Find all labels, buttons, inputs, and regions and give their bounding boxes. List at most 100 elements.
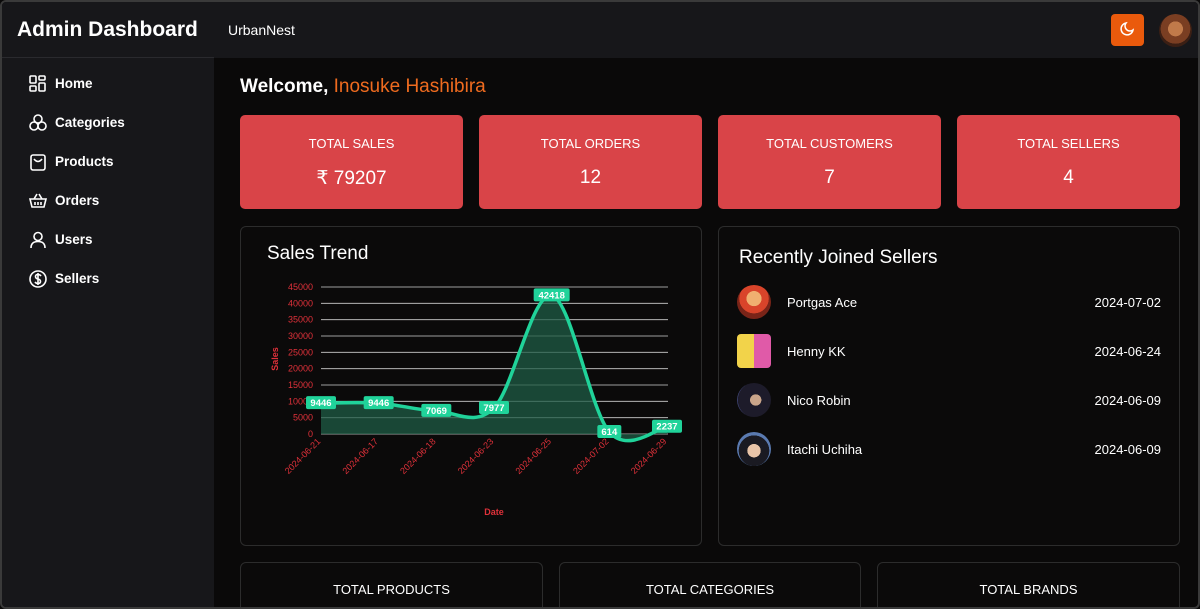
sales-area-fill — [321, 295, 667, 441]
sidebar-item-products[interactable]: Products — [2, 142, 214, 181]
y-tick-label: 15000 — [288, 380, 313, 390]
data-label: 7069 — [426, 406, 447, 417]
user-icon — [28, 230, 48, 250]
x-tick-label: 2024-06-29 — [629, 436, 669, 476]
seller-join-date: 2024-07-02 — [1094, 294, 1162, 310]
stat-title: TOTAL CUSTOMERS — [766, 136, 893, 151]
stat-title: TOTAL SALES — [308, 136, 395, 151]
stat-value: 12 — [579, 167, 602, 188]
data-label: 42418 — [538, 290, 564, 301]
home-grid-icon — [28, 74, 48, 94]
seller-row[interactable]: Portgas Ace 2024-07-02 — [737, 284, 1161, 320]
data-label-box — [363, 396, 394, 410]
top-bar: UrbanNest — [214, 2, 1198, 58]
sales-trend-chart: 0 5000 10000 15000 20000 25000 30000 35000 40000… — [270, 282, 682, 517]
sidebar-item-users[interactable]: Users — [2, 220, 214, 259]
welcome-user-name: Inosuke Hashibira — [333, 76, 486, 97]
sidebar-item-orders[interactable]: Orders — [2, 181, 214, 220]
data-label-box — [533, 288, 570, 302]
sidebar-item-label: Products — [55, 154, 114, 169]
sales-trend-title: Sales Trend — [267, 243, 369, 264]
seller-join-date: 2024-06-09 — [1094, 441, 1162, 457]
moon-icon — [1119, 20, 1136, 41]
seller-row[interactable]: Henny KK 2024-06-24 — [737, 333, 1161, 369]
y-tick-label: 30000 — [288, 331, 313, 341]
dollar-circle-icon — [28, 269, 48, 289]
stat-value: 7 — [824, 167, 835, 188]
data-label: 9446 — [368, 398, 389, 409]
y-tick-label: 35000 — [288, 315, 313, 325]
y-tick-label: 20000 — [288, 364, 313, 374]
store-name: UrbanNest — [228, 22, 295, 38]
stat-title: TOTAL CATEGORIES — [645, 582, 775, 597]
shopping-bag-icon — [28, 152, 48, 172]
y-tick-label: 45000 — [288, 282, 313, 292]
seller-avatar — [737, 432, 771, 466]
data-label-box — [421, 403, 452, 417]
seller-name: Portgas Ace — [787, 294, 858, 310]
theme-toggle-button[interactable] — [1111, 14, 1144, 46]
seller-avatar — [737, 285, 771, 319]
sidebar-item-label: Categories — [55, 115, 125, 130]
data-label-box — [306, 396, 336, 410]
seller-avatar — [737, 383, 771, 417]
data-label-box — [597, 424, 622, 438]
seller-join-date: 2024-06-24 — [1094, 343, 1162, 359]
y-tick-label: 5000 — [293, 413, 313, 423]
stat-card-total-customers: TOTAL CUSTOMERS 7 — [718, 115, 941, 209]
y-axis-title: Sales — [270, 347, 280, 371]
seller-row[interactable]: Itachi Uchiha 2024-06-09 — [737, 431, 1161, 467]
sidebar-item-sellers[interactable]: Sellers — [2, 259, 214, 298]
sidebar: Admin Dashboard Home Categories Products — [2, 2, 214, 607]
stat-title: TOTAL BRANDS — [979, 582, 1078, 597]
y-tick-label: 10000 — [288, 396, 313, 406]
y-tick-label: 0 — [308, 429, 313, 439]
x-tick-label: 2024-06-17 — [340, 436, 380, 476]
seller-join-date: 2024-06-09 — [1094, 392, 1162, 408]
seller-avatar — [737, 334, 771, 368]
stat-title: TOTAL ORDERS — [540, 136, 641, 151]
seller-row[interactable]: Nico Robin 2024-06-09 — [737, 382, 1161, 418]
x-tick-label: 2024-06-21 — [283, 436, 323, 476]
welcome-heading: Welcome, Inosuke Hashibira — [240, 76, 486, 98]
stat-value: ₹ 79207 — [316, 168, 387, 189]
data-label: 9446 — [310, 398, 331, 409]
y-tick-label: 40000 — [288, 298, 313, 308]
sidebar-item-categories[interactable]: Categories — [2, 103, 214, 142]
sidebar-item-label: Users — [55, 232, 93, 247]
sidebar-nav: Home Categories Products Orders — [2, 64, 214, 298]
y-tick-label: 25000 — [288, 347, 313, 357]
sidebar-item-label: Home — [55, 76, 93, 91]
seller-name: Nico Robin — [787, 392, 851, 408]
stat-card-total-orders: TOTAL ORDERS 12 — [479, 115, 702, 209]
recent-sellers-panel: Recently Joined Sellers Portgas Ace 2024… — [718, 226, 1180, 546]
profile-avatar[interactable] — [1159, 14, 1192, 47]
data-label-box — [479, 400, 509, 414]
x-tick-label: 2024-06-25 — [513, 436, 553, 476]
x-tick-label: 2024-06-23 — [456, 436, 496, 476]
stat-card-total-brands: TOTAL BRANDS — [877, 562, 1180, 607]
data-label: 2237 — [656, 422, 677, 433]
welcome-prefix: Welcome, — [240, 76, 334, 97]
basket-icon — [28, 191, 48, 211]
x-tick-label: 2024-07-02 — [571, 436, 611, 476]
data-label: 614 — [601, 427, 618, 438]
data-label: 7977 — [483, 403, 504, 414]
stat-title: TOTAL SELLERS — [1017, 136, 1120, 151]
x-axis-title: Date — [484, 507, 504, 517]
seller-name: Henny KK — [787, 343, 846, 359]
stat-value: 4 — [1063, 167, 1074, 188]
sidebar-item-label: Orders — [55, 193, 100, 208]
stat-card-total-products: TOTAL PRODUCTS — [240, 562, 543, 607]
sidebar-item-home[interactable]: Home — [2, 64, 214, 103]
x-tick-label: 2024-06-18 — [398, 436, 438, 476]
data-label-box — [652, 419, 682, 433]
app-title: Admin Dashboard — [2, 2, 214, 58]
sales-trend-panel: Sales Trend 0 5000 10000 15000 20000 25000 300… — [240, 226, 702, 546]
stat-title: TOTAL PRODUCTS — [333, 582, 450, 597]
stat-card-total-categories: TOTAL CATEGORIES — [559, 562, 861, 607]
stat-card-total-sales: TOTAL SALES ₹ 79207 — [240, 115, 463, 209]
seller-name: Itachi Uchiha — [787, 441, 863, 457]
recent-sellers-title: Recently Joined Sellers — [739, 247, 938, 268]
